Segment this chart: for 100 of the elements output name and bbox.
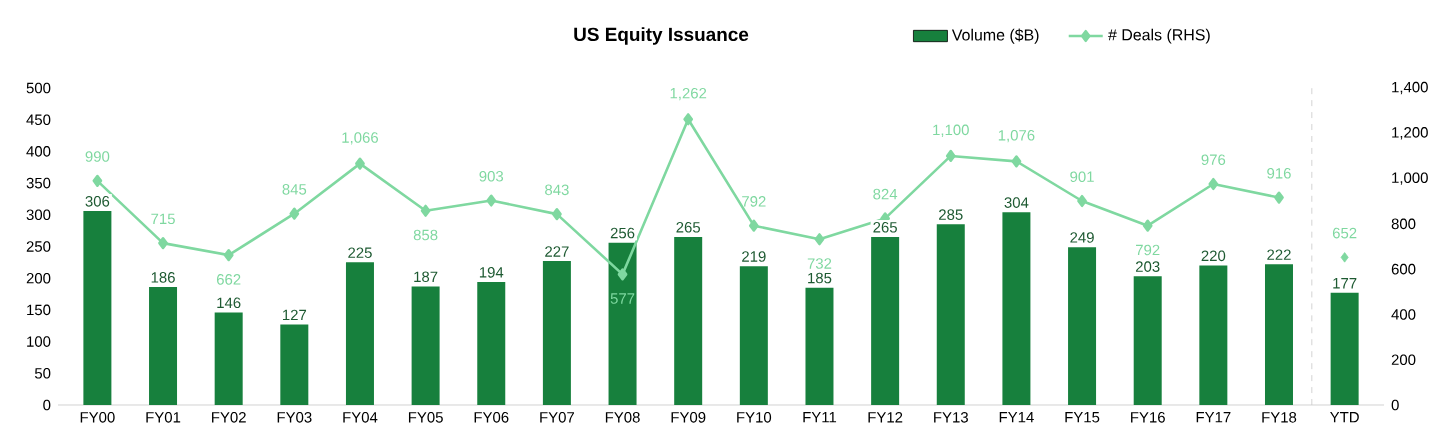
bar bbox=[1133, 276, 1162, 405]
data-label: 916 bbox=[1267, 168, 1291, 179]
data-label: 186 bbox=[151, 272, 175, 283]
data-label: 792 bbox=[1136, 244, 1160, 256]
x-tick-label: FY01 bbox=[146, 412, 181, 423]
y-tick-label: 100 bbox=[27, 336, 51, 347]
data-label: 732 bbox=[807, 258, 832, 269]
bar bbox=[1264, 264, 1293, 405]
x-tick-label: FY09 bbox=[671, 412, 706, 423]
y-tick-label: 400 bbox=[26, 146, 51, 157]
bar bbox=[345, 262, 374, 405]
point bbox=[683, 113, 694, 126]
data-label: 185 bbox=[808, 272, 832, 284]
point bbox=[617, 268, 628, 281]
y2-tick-label: 200 bbox=[1391, 354, 1416, 366]
data-label: 203 bbox=[1135, 261, 1160, 272]
data-label: 1,066 bbox=[342, 132, 379, 145]
data-label: 304 bbox=[1004, 197, 1029, 208]
point bbox=[945, 149, 956, 163]
data-label: 845 bbox=[282, 184, 307, 195]
point bbox=[355, 157, 365, 170]
y-tick-label: 250 bbox=[26, 241, 51, 252]
x-tick-label: FY14 bbox=[999, 412, 1034, 423]
data-label: 220 bbox=[1201, 250, 1226, 262]
y-tick-label: 50 bbox=[34, 368, 51, 379]
x-tick-label: FY10 bbox=[737, 412, 772, 423]
x-tick-label: FY16 bbox=[1131, 412, 1165, 423]
data-label: 662 bbox=[216, 274, 241, 285]
point bbox=[1208, 177, 1219, 191]
y-tick-label: 350 bbox=[26, 177, 51, 189]
point bbox=[748, 219, 759, 232]
x-tick-label: FY17 bbox=[1196, 412, 1231, 423]
data-label: 824 bbox=[873, 188, 898, 200]
bar bbox=[1199, 265, 1228, 405]
bar bbox=[280, 324, 309, 405]
data-label: 194 bbox=[479, 267, 504, 278]
data-label: 225 bbox=[348, 247, 372, 258]
y2-tick-label: 1,400 bbox=[1392, 81, 1428, 95]
legend-label: # Deals (RHS) bbox=[1108, 28, 1210, 44]
data-label: 127 bbox=[282, 309, 307, 321]
data-label: 903 bbox=[479, 170, 504, 182]
data-label: 265 bbox=[873, 222, 897, 233]
legend-label: Volume ($B) bbox=[951, 28, 1039, 44]
data-label: 715 bbox=[151, 213, 175, 225]
y2-tick-label: 600 bbox=[1391, 263, 1416, 275]
chart-title: US Equity Issuance bbox=[574, 27, 749, 45]
y2-tick-label: 0 bbox=[1391, 399, 1399, 411]
x-tick-label: FY03 bbox=[277, 412, 312, 423]
point bbox=[814, 233, 825, 246]
x-tick-label: FY18 bbox=[1262, 412, 1297, 423]
point bbox=[1274, 191, 1284, 204]
bar bbox=[739, 266, 768, 405]
data-label: 249 bbox=[1070, 232, 1094, 243]
data-label: 652 bbox=[1332, 227, 1357, 239]
data-label: 227 bbox=[545, 246, 569, 257]
x-tick-label: FY06 bbox=[474, 412, 509, 423]
point bbox=[158, 237, 168, 250]
data-label: 265 bbox=[676, 222, 701, 233]
x-tick-label: FY05 bbox=[408, 412, 443, 423]
y-tick-label: 500 bbox=[26, 82, 51, 94]
bar bbox=[477, 282, 506, 405]
x-tick-label: FY08 bbox=[605, 412, 640, 423]
data-label: 976 bbox=[1201, 154, 1226, 166]
data-label: 843 bbox=[545, 184, 569, 196]
data-label: 222 bbox=[1267, 249, 1291, 260]
point bbox=[420, 204, 431, 217]
bar bbox=[149, 287, 178, 405]
bar bbox=[936, 224, 965, 405]
data-label: 146 bbox=[217, 297, 241, 309]
x-tick-label: YTD bbox=[1330, 412, 1359, 423]
y-tick-label: 150 bbox=[27, 304, 51, 316]
x-tick-label: FY04 bbox=[343, 412, 378, 423]
bar bbox=[608, 242, 637, 405]
data-label: 187 bbox=[414, 271, 438, 283]
bar bbox=[871, 236, 900, 405]
data-label: 219 bbox=[742, 251, 766, 262]
y-tick-label: 0 bbox=[43, 399, 51, 411]
y2-tick-label: 400 bbox=[1391, 309, 1416, 320]
y2-tick-label: 1,200 bbox=[1392, 127, 1428, 140]
point bbox=[92, 174, 103, 187]
point bbox=[223, 249, 234, 262]
bar bbox=[1002, 212, 1031, 405]
x-tick-label: FY12 bbox=[868, 412, 903, 423]
bar bbox=[411, 286, 440, 405]
data-label: 901 bbox=[1070, 171, 1094, 182]
y-tick-label: 450 bbox=[26, 114, 51, 126]
y-tick-label: 200 bbox=[26, 272, 51, 284]
point bbox=[289, 207, 300, 220]
data-label: 177 bbox=[1333, 278, 1357, 289]
bar bbox=[1068, 247, 1097, 405]
x-tick-label: FY02 bbox=[212, 412, 246, 423]
point bbox=[1011, 155, 1022, 168]
y2-tick-label: 1,000 bbox=[1392, 172, 1428, 185]
bar bbox=[542, 261, 571, 405]
data-label: 1,100 bbox=[933, 124, 969, 137]
data-label: 256 bbox=[610, 227, 635, 239]
x-tick-label: FY15 bbox=[1065, 412, 1100, 423]
data-label: 1,076 bbox=[998, 130, 1035, 143]
point bbox=[1077, 194, 1087, 208]
data-label: 306 bbox=[85, 196, 110, 207]
